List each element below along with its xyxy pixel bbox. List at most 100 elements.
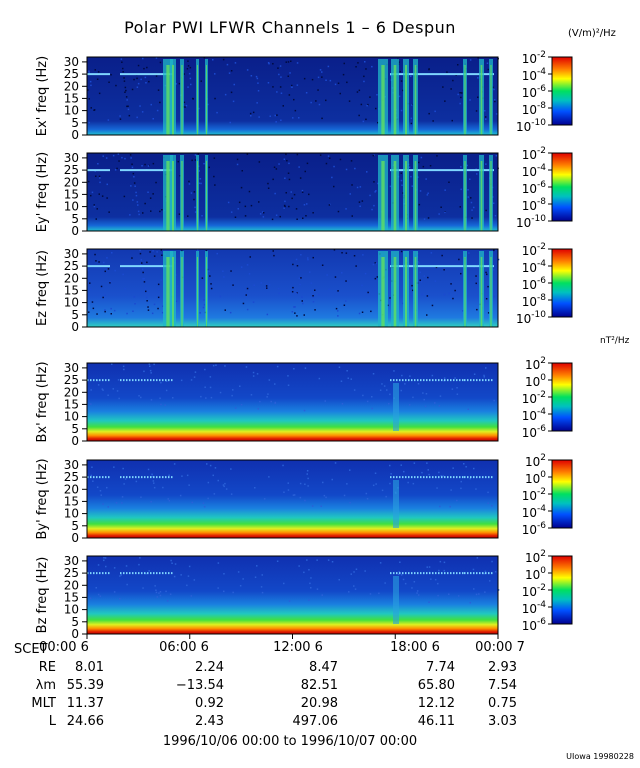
y-tick-label: 30 — [64, 361, 79, 375]
noise-speck — [355, 568, 358, 570]
noise-speck — [237, 571, 240, 573]
noise-speck — [489, 580, 491, 582]
noise-speck — [299, 283, 301, 286]
noise-speck — [125, 89, 127, 92]
noise-speck — [120, 574, 122, 576]
noise-speck — [140, 396, 142, 399]
l-value: 46.11 — [417, 714, 455, 729]
noise-speck — [408, 404, 411, 406]
noise-speck — [461, 92, 463, 94]
noise-speck — [287, 375, 289, 377]
noise-speck — [106, 486, 108, 489]
noise-speck — [174, 563, 177, 565]
noise-speck — [397, 573, 400, 575]
noise-speck — [97, 564, 100, 566]
emission-burst-core — [414, 161, 417, 231]
noise-speck — [469, 178, 471, 180]
noise-speck — [325, 162, 328, 165]
noise-speck — [113, 567, 116, 569]
noise-speck — [203, 303, 206, 306]
noise-speck — [151, 312, 154, 315]
noise-speck — [278, 73, 280, 76]
noise-speck — [400, 80, 403, 82]
noise-speck — [459, 102, 461, 105]
noise-speck — [183, 73, 185, 75]
noise-speck — [459, 206, 461, 208]
noise-speck — [419, 279, 421, 281]
noise-speck — [257, 82, 259, 84]
noise-speck — [456, 499, 458, 502]
noise-speck — [290, 191, 292, 193]
noise-speck — [266, 396, 268, 398]
noise-speck — [265, 285, 268, 287]
noise-speck — [114, 169, 117, 171]
time-range-footer: 1996/10/06 00:00 to 1996/10/07 00:00 — [162, 734, 418, 749]
noise-speck — [150, 501, 152, 503]
noise-speck — [411, 185, 413, 187]
noise-speck — [94, 253, 96, 256]
scet-label: SCET — [14, 642, 48, 657]
noise-speck — [419, 271, 421, 274]
noise-speck — [440, 475, 442, 477]
noise-speck — [232, 591, 234, 594]
noise-speck — [452, 467, 454, 469]
noise-speck — [436, 155, 438, 157]
noise-speck — [416, 590, 419, 592]
noise-speck — [294, 109, 297, 112]
noise-speck — [178, 82, 181, 85]
mlt-value: 0.75 — [488, 696, 517, 711]
noise-speck — [239, 385, 241, 387]
noise-speck — [111, 363, 113, 365]
noise-speck — [356, 186, 359, 189]
y-tick-label: 10 — [64, 200, 79, 214]
noise-speck — [97, 163, 99, 165]
noise-speck — [241, 170, 243, 172]
noise-speck — [267, 82, 270, 84]
noise-speck — [216, 252, 218, 255]
noise-speck — [456, 393, 459, 395]
noise-speck — [231, 394, 233, 397]
noise-speck — [276, 114, 278, 116]
noise-speck — [152, 193, 154, 195]
noise-speck — [384, 582, 386, 584]
noise-speck — [125, 565, 128, 567]
noise-speck — [347, 377, 349, 379]
y-tick-label: 10 — [64, 410, 79, 424]
noise-speck — [354, 588, 357, 590]
noise-speck — [294, 306, 296, 308]
noise-speck — [444, 211, 446, 214]
noise-speck — [371, 396, 373, 398]
noise-speck — [112, 154, 115, 157]
noise-speck — [284, 205, 286, 208]
noise-speck — [261, 211, 264, 213]
noise-speck — [349, 193, 351, 195]
noise-speck — [146, 300, 148, 302]
noise-speck — [423, 398, 425, 401]
noise-speck — [333, 185, 335, 188]
colorbar-tick-label: 102 — [525, 549, 546, 565]
noise-speck — [277, 287, 280, 290]
emission-burst-core — [181, 161, 183, 231]
l-value: 3.03 — [488, 714, 517, 729]
noise-speck — [420, 281, 423, 283]
noise-speck — [301, 191, 304, 193]
noise-speck — [497, 258, 500, 261]
noise-speck — [343, 494, 346, 497]
noise-speck — [303, 314, 305, 316]
noise-speck — [230, 70, 233, 72]
y-tick-label: 20 — [64, 79, 79, 93]
noise-speck — [113, 309, 116, 312]
noise-speck — [96, 78, 99, 80]
noise-speck — [135, 480, 138, 483]
noise-speck — [132, 199, 134, 201]
noise-speck — [335, 307, 338, 310]
noise-speck — [466, 164, 468, 167]
noise-speck — [188, 180, 190, 183]
spectrogram-background — [87, 153, 498, 231]
noise-speck — [143, 281, 146, 283]
colorbar — [551, 152, 573, 222]
noise-speck — [321, 264, 324, 266]
y-tick-label: 0 — [71, 320, 79, 334]
noise-speck — [374, 472, 377, 474]
colorbar-tick-label: 10-6 — [522, 617, 547, 633]
